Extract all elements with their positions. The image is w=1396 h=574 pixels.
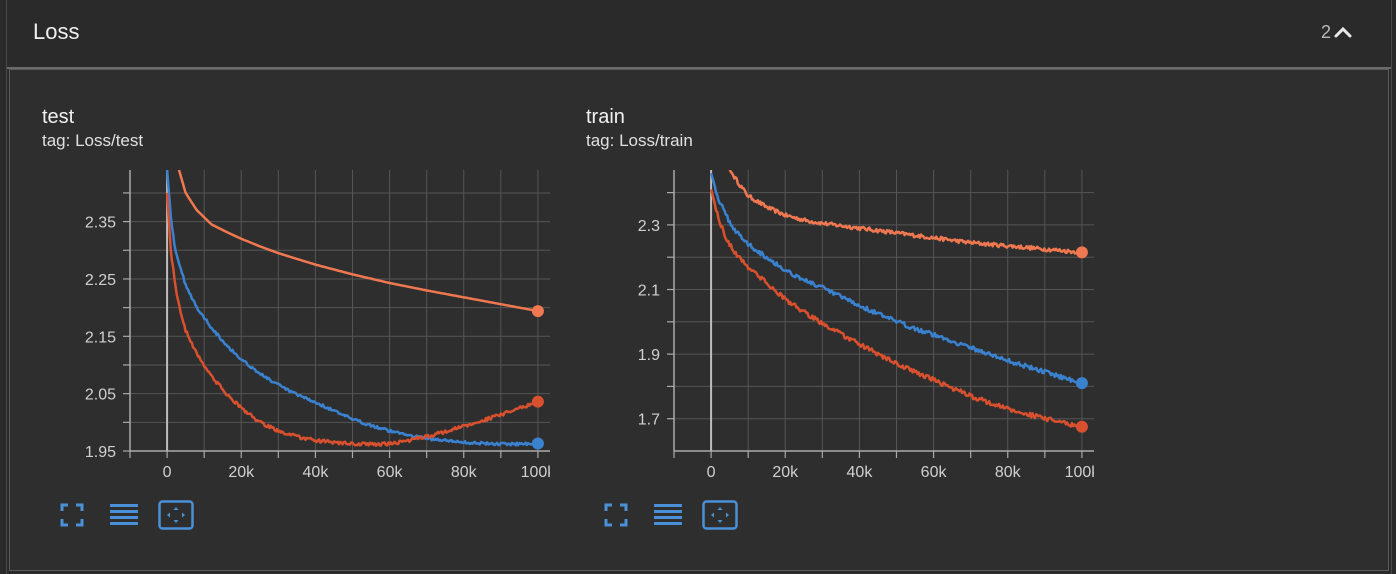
x-tick-label: 100k [1065, 464, 1094, 481]
fit-domain-button[interactable] [158, 498, 194, 532]
series-end-point [1075, 246, 1088, 259]
series-line [165, 170, 539, 447]
x-tick-label: 40k [847, 464, 874, 481]
series-line [728, 170, 1083, 255]
toggle-legend-button[interactable] [106, 498, 142, 532]
x-tick-label: 0 [163, 464, 172, 481]
section-header[interactable]: Loss 2 [7, 0, 1391, 69]
x-tick-label: 20k [772, 464, 799, 481]
fullscreen-button[interactable] [598, 498, 634, 532]
series-end-point [531, 395, 544, 408]
chart-title: test [42, 106, 75, 128]
fullscreen-button[interactable] [54, 498, 90, 532]
y-tick-label: 2.05 [85, 387, 116, 404]
loss-section: Loss 2 test tag: Loss/test 0 20k 40k 60k 80k… [6, 0, 1392, 574]
fit-domain-icon [702, 500, 738, 530]
train-chart[interactable]: 0 20k 40k 60k 80k 100k 1.7 1.9 2.1 2.3 [554, 70, 1094, 500]
y-tick-label: 2.35 [85, 215, 116, 232]
y-tick-label: 1.95 [85, 444, 116, 461]
fullscreen-icon [604, 503, 628, 527]
toggle-legend-button[interactable] [650, 498, 686, 532]
chart-card-test: test tag: Loss/test 0 20k 40k 60k 80k 100k 1.9… [10, 70, 550, 570]
x-tick-label: 0 [707, 464, 716, 481]
fit-domain-icon [158, 500, 194, 530]
chart-tag: tag: Loss/test [42, 131, 144, 150]
series-end-point [1075, 377, 1088, 390]
series-line [709, 189, 1083, 429]
x-tick-label: 40k [303, 464, 330, 481]
fullscreen-icon [60, 503, 84, 527]
series-line [165, 192, 539, 447]
section-title: Loss [33, 19, 80, 44]
x-tick-label: 80k [451, 464, 478, 481]
y-tick-label: 2.1 [638, 283, 660, 300]
series-line [177, 170, 539, 313]
series-end-point [531, 305, 544, 318]
chart-actions [54, 498, 194, 532]
x-tick-label: 60k [921, 464, 948, 481]
grid [673, 170, 1094, 451]
x-tick-label: 20k [228, 464, 255, 481]
y-tick-label: 2.25 [85, 272, 116, 289]
list-icon [110, 504, 138, 525]
x-tick-label: 80k [995, 464, 1022, 481]
series-line [709, 172, 1083, 387]
x-tick-label: 100k [521, 464, 550, 481]
x-tick-label: 60k [377, 464, 404, 481]
chevron-up-icon[interactable] [1331, 20, 1355, 44]
chart-panel: test tag: Loss/test 0 20k 40k 60k 80k 100k 1.9… [9, 69, 1389, 571]
chart-actions [598, 498, 738, 532]
list-icon [654, 504, 682, 525]
chart-tag: tag: Loss/train [586, 131, 693, 150]
series-end-point [531, 437, 544, 450]
test-chart[interactable]: 0 20k 40k 60k 80k 100k 1.95 2.05 2.15 2.25 2.35 [10, 70, 550, 500]
chart-card-train: train tag: Loss/train 0 20k 40k 60k 80k 100k 1… [554, 70, 1094, 570]
grid [129, 170, 550, 452]
fit-domain-button[interactable] [702, 498, 738, 532]
run-count: 2 [1320, 22, 1331, 42]
series-end-point [1075, 420, 1088, 433]
y-tick-label: 2.15 [85, 329, 116, 346]
chart-title: train [586, 106, 625, 128]
y-tick-label: 1.9 [638, 347, 660, 364]
y-tick-label: 2.3 [638, 218, 660, 235]
y-tick-label: 1.7 [638, 412, 660, 429]
